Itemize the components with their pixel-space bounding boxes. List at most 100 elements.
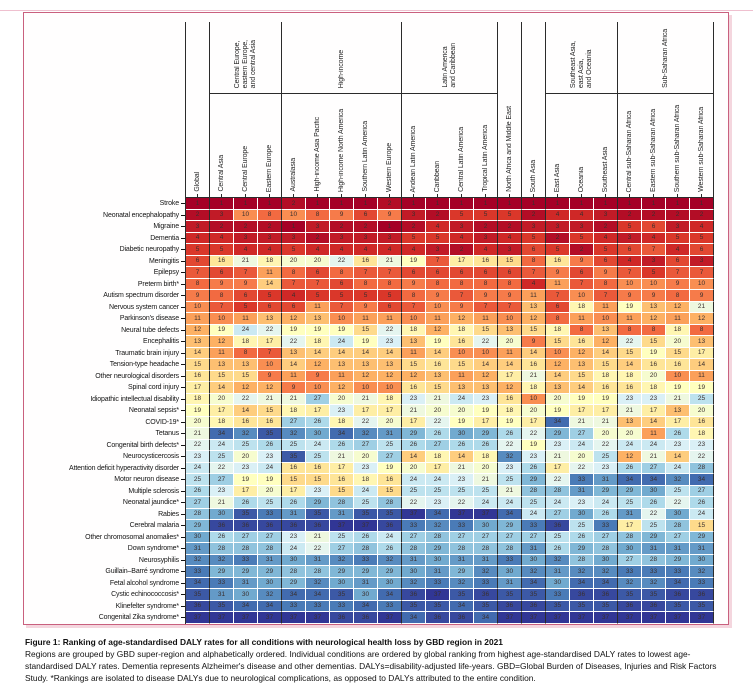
heatmap-cell: 11 [210,347,234,359]
heatmap-cell: 35 [282,451,306,463]
region-column-label: Central sub-Saharan Africa [618,94,642,198]
heatmap-cell: 34 [474,612,498,624]
heatmap-cell: 34 [306,589,330,601]
heatmap-cell: 17 [426,462,450,474]
heatmap-cell: 26 [258,439,282,451]
heatmap-cell: 36 [258,520,282,532]
heatmap-cell: 33 [666,566,690,578]
heatmap-cell: 14 [498,359,522,371]
heatmap-cell: 11 [186,313,210,325]
heatmap-cell: 17 [234,485,258,497]
heatmap-cell: 18 [354,474,378,486]
heatmap-cell: 21 [546,451,570,463]
heatmap-cell: 16 [258,416,282,428]
heatmap-cell: 12 [234,382,258,394]
heatmap-cell: 2 [474,221,498,233]
heatmap-cell: 9 [258,370,282,382]
heatmap-cell: 4 [210,232,234,244]
heatmap-cell: 2 [594,221,618,233]
heatmap-cell: 36 [354,612,378,624]
heatmap-cell: 34 [690,474,714,486]
heatmap-cell: 27 [570,428,594,440]
condition-label: Other neurological disorders [24,370,186,382]
heatmap-cell: 33 [690,577,714,589]
heatmap-cell: 5 [378,290,402,302]
heatmap-cell: 24 [234,324,258,336]
heatmap-cell: 30 [426,554,450,566]
heatmap-cell: 23 [618,393,642,405]
heatmap-cell: 31 [234,577,258,589]
heatmap-cell: 8 [234,347,258,359]
heatmap-cell: 24 [306,439,330,451]
heatmap-cell: 24 [282,543,306,555]
heatmap-cell: 20 [426,405,450,417]
rotated-label-text: Central Latin America [458,127,465,192]
region-column-label: Eastern Europe [258,94,282,198]
heatmap-cell: 20 [618,428,642,440]
heatmap-cell: 37 [570,612,594,624]
heatmap-cell: 18 [330,416,354,428]
heatmap-cell: 12 [498,382,522,394]
heatmap-cell: 36 [210,520,234,532]
heatmap-cell: 6 [474,267,498,279]
heatmap-cell: 17 [690,347,714,359]
heatmap-cell: 19 [426,336,450,348]
heatmap-cell: 19 [450,416,474,428]
heatmap-cell: 4 [282,290,306,302]
heatmap-cell: 34 [402,612,426,624]
heatmap-cell: 30 [210,508,234,520]
heatmap-cell: 4 [426,221,450,233]
heatmap-cell: 28 [234,543,258,555]
condition-label: Multiple sclerosis [24,485,186,497]
heatmap-cell: 8 [186,278,210,290]
heatmap-cell: 37 [666,612,690,624]
heatmap-cell: 6 [594,255,618,267]
heatmap-cell: 13 [498,324,522,336]
heatmap-cell: 29 [498,520,522,532]
heatmap-cell: 12 [690,313,714,325]
heatmap-cell: 17 [498,370,522,382]
heatmap-cell: 31 [186,543,210,555]
heatmap-cell: 22 [666,497,690,509]
heatmap-cell: 19 [354,336,378,348]
heatmap-cell: 23 [210,485,234,497]
heatmap-cell: 19 [210,324,234,336]
heatmap-cell: 37 [186,612,210,624]
heatmap-cell: 11 [546,278,570,290]
heatmap-cell: 20 [402,462,426,474]
heatmap-cell: 29 [666,554,690,566]
heatmap-cell: 4 [378,244,402,256]
heatmap-cell: 1 [426,198,450,210]
heatmap-cell: 8 [306,209,330,221]
heatmap-cell: 30 [618,543,642,555]
heatmap-cell: 33 [594,520,618,532]
heatmap-cell: 28 [498,543,522,555]
heatmap-cell: 37 [306,612,330,624]
heatmap-cell: 2 [330,221,354,233]
heatmap-cell: 9 [306,370,330,382]
heatmap-cell: 26 [522,462,546,474]
heatmap-cell: 2 [522,209,546,221]
heatmap-cell: 2 [282,198,306,210]
rotated-label-text: Global [193,172,201,192]
heatmap-cell: 34 [210,428,234,440]
heatmap-cell: 26 [570,531,594,543]
heatmap-cell: 9 [378,209,402,221]
heatmap-cell: 36 [402,589,426,601]
heatmap-cell: 29 [306,497,330,509]
heatmap-cell: 17 [618,520,642,532]
rotated-label-text: Australasia [290,158,297,192]
heatmap-cell: 33 [426,577,450,589]
heatmap-cell: 24 [378,531,402,543]
header-corner [24,22,186,198]
heatmap-cell: 6 [450,267,474,279]
heatmap-cell: 4 [258,244,282,256]
heatmap-cell: 23 [258,451,282,463]
region-column-label: High-income Asia Pacific [306,94,330,198]
heatmap-cell: 7 [570,278,594,290]
heatmap-cell: 3 [450,221,474,233]
heatmap-cell: 36 [450,612,474,624]
heatmap-cell: 4 [234,244,258,256]
figure-caption-body: Regions are grouped by GBD super-region … [25,649,717,684]
heatmap-cell: 1 [450,198,474,210]
